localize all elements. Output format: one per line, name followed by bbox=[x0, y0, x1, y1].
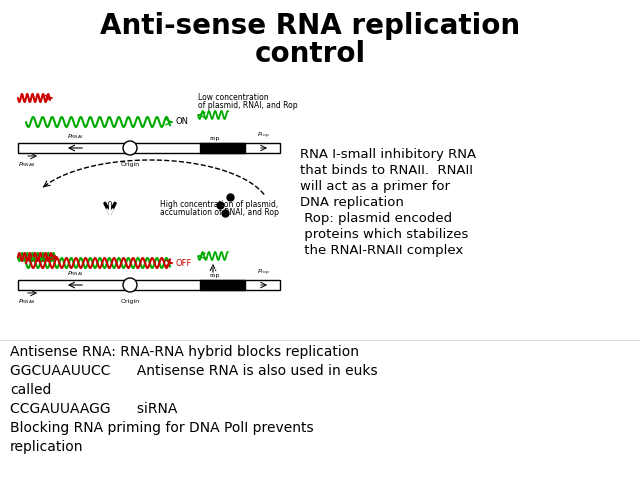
Circle shape bbox=[123, 141, 137, 155]
Text: RNA I-small inhibitory RNA: RNA I-small inhibitory RNA bbox=[300, 148, 476, 161]
Text: Antisense RNA: RNA-RNA hybrid blocks replication: Antisense RNA: RNA-RNA hybrid blocks rep… bbox=[10, 345, 359, 359]
Text: rop: rop bbox=[210, 136, 220, 141]
Text: GGCUAAUUCC      Antisense RNA is also used in euks: GGCUAAUUCC Antisense RNA is also used in… bbox=[10, 364, 378, 378]
Text: $P_{RNAII}$: $P_{RNAII}$ bbox=[18, 160, 36, 169]
Text: $P_{RNAII}$: $P_{RNAII}$ bbox=[18, 297, 36, 306]
Text: High concentration of plasmid,: High concentration of plasmid, bbox=[160, 200, 278, 209]
Text: rop: rop bbox=[210, 273, 220, 278]
Text: $P_{rop}$: $P_{rop}$ bbox=[257, 131, 269, 141]
Text: ON: ON bbox=[176, 118, 189, 127]
Text: control: control bbox=[255, 40, 365, 68]
Text: Anti-sense RNA replication: Anti-sense RNA replication bbox=[100, 12, 520, 40]
Text: that binds to RNAII.  RNAII: that binds to RNAII. RNAII bbox=[300, 164, 473, 177]
Text: replication: replication bbox=[10, 440, 83, 454]
Text: $P_{RNAI}$: $P_{RNAI}$ bbox=[67, 132, 83, 141]
Bar bbox=[200, 280, 245, 290]
Text: will act as a primer for: will act as a primer for bbox=[300, 180, 450, 193]
Bar bbox=[200, 143, 245, 153]
Text: the RNAI-RNAII complex: the RNAI-RNAII complex bbox=[300, 244, 463, 257]
Text: Origin: Origin bbox=[120, 162, 140, 167]
Text: Rop: plasmid encoded: Rop: plasmid encoded bbox=[300, 212, 452, 225]
Text: DNA replication: DNA replication bbox=[300, 196, 404, 209]
Text: $P_{rop}$: $P_{rop}$ bbox=[257, 268, 269, 278]
Bar bbox=[18, 280, 280, 290]
Text: of plasmid, RNAI, and Rop: of plasmid, RNAI, and Rop bbox=[198, 101, 298, 110]
Text: accumulation of RNAI, and Rop: accumulation of RNAI, and Rop bbox=[160, 208, 279, 217]
Text: OFF: OFF bbox=[176, 259, 193, 267]
Text: Blocking RNA priming for DNA PolI prevents: Blocking RNA priming for DNA PolI preven… bbox=[10, 421, 314, 435]
Text: proteins which stabilizes: proteins which stabilizes bbox=[300, 228, 468, 241]
Text: Low concentration: Low concentration bbox=[198, 93, 269, 102]
Text: Origin: Origin bbox=[120, 299, 140, 304]
Text: called: called bbox=[10, 383, 51, 397]
Bar bbox=[18, 143, 280, 153]
Text: $P_{RNAI}$: $P_{RNAI}$ bbox=[67, 269, 83, 278]
Text: CCGAUUAAGG      siRNA: CCGAUUAAGG siRNA bbox=[10, 402, 177, 416]
Circle shape bbox=[123, 278, 137, 292]
